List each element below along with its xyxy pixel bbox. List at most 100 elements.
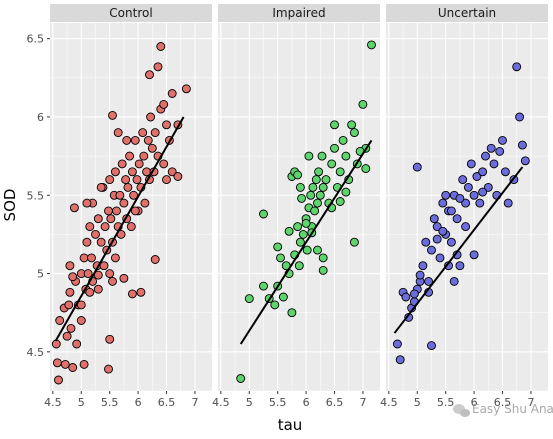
data-point: [153, 62, 163, 72]
data-point: [69, 203, 79, 213]
data-point: [72, 339, 82, 349]
data-point: [93, 214, 103, 224]
data-point: [147, 143, 157, 153]
facet-strip: [50, 4, 212, 22]
data-point: [259, 209, 268, 219]
x-axes: 4.5 5 5.5 6 6.5 7 4.5 5 5.5 6 6.5 7 4.5 5 5.5 6 6.5 7: [44, 391, 534, 409]
data-point: [123, 182, 133, 192]
data-point: [297, 193, 307, 203]
data-point: [466, 159, 476, 169]
data-point: [284, 226, 294, 236]
facet-panels: Control Impaired Uncertain: [50, 4, 548, 392]
facet-strip-label: Control: [109, 6, 152, 20]
data-point: [486, 143, 496, 153]
data-point: [113, 128, 123, 138]
data-point: [119, 273, 129, 283]
data-point: [301, 218, 311, 228]
data-point: [129, 190, 139, 200]
data-point: [424, 276, 434, 286]
x-tick-label: 6.5: [158, 396, 176, 409]
data-point: [438, 226, 448, 236]
data-point: [79, 359, 89, 369]
data-point: [392, 339, 402, 349]
data-point: [361, 164, 371, 174]
data-point: [68, 363, 78, 372]
x-tick-label: 4.5: [212, 396, 230, 409]
data-point: [438, 198, 448, 208]
fit-line: [393, 166, 524, 334]
data-point: [244, 294, 254, 304]
data-point: [138, 128, 148, 138]
data-point: [130, 135, 140, 145]
data-point: [446, 206, 456, 216]
data-point: [150, 255, 160, 264]
data-point: [432, 222, 442, 232]
data-point: [167, 89, 177, 98]
data-point: [455, 193, 465, 203]
data-point: [432, 234, 442, 244]
x-axis-impaired: 4.5 5 5.5 6 6.5 7: [212, 391, 366, 409]
data-point: [295, 182, 305, 192]
data-point: [105, 175, 115, 185]
data-point: [478, 187, 488, 197]
data-point: [167, 167, 177, 177]
data-point: [421, 237, 431, 247]
x-axis-title: tau: [278, 416, 303, 434]
data-point: [159, 159, 169, 169]
x-tick-label: 4.5: [44, 396, 62, 409]
data-point: [93, 284, 103, 294]
data-point: [105, 334, 115, 344]
facet-panel-impaired: Impaired: [218, 4, 380, 392]
data-point: [427, 245, 436, 255]
data-point: [469, 190, 479, 200]
data-point: [349, 237, 359, 247]
data-point: [96, 237, 106, 247]
data-point: [140, 198, 150, 208]
data-point: [500, 167, 510, 177]
facet-strip-label: Impaired: [272, 6, 325, 20]
y-axis: 4.5 5 5.5 6 6.5: [27, 33, 50, 359]
data-point: [270, 300, 280, 310]
data-point: [341, 187, 351, 197]
y-axis-title: SOD: [1, 189, 19, 222]
data-point: [367, 40, 376, 50]
data-point: [449, 276, 459, 286]
data-point: [313, 198, 322, 208]
data-point: [515, 112, 525, 122]
x-axis-control: 4.5 5 5.5 6 6.5 7: [44, 391, 198, 409]
y-tick-label: 5: [37, 268, 44, 281]
data-point: [446, 237, 456, 247]
data-point: [82, 198, 92, 208]
facet-strip: [386, 4, 548, 22]
data-point: [478, 167, 488, 177]
data-point: [259, 281, 268, 291]
x-tick-label: 5: [78, 396, 85, 409]
data-point: [461, 198, 471, 208]
data-point: [409, 289, 419, 299]
watermark: Easy Shu Analysis: [453, 402, 553, 417]
y-tick-label: 4.5: [27, 346, 45, 359]
data-point: [401, 292, 411, 302]
data-point: [335, 197, 345, 206]
x-tick-label: 5.5: [269, 396, 287, 409]
data-point: [469, 250, 479, 260]
data-point: [66, 323, 76, 333]
data-point: [68, 272, 78, 282]
data-point: [112, 206, 121, 216]
data-point: [132, 175, 142, 185]
data-point: [127, 289, 137, 299]
data-point: [318, 253, 328, 263]
facet-panel-control: Control: [50, 4, 212, 392]
data-point: [236, 374, 246, 383]
data-point: [143, 135, 153, 145]
data-point: [134, 159, 144, 169]
data-point: [293, 170, 303, 180]
data-point: [276, 253, 285, 263]
data-point: [108, 110, 117, 120]
data-point: [461, 222, 471, 232]
data-point: [100, 222, 110, 232]
data-point: [463, 182, 473, 192]
data-point: [104, 364, 113, 374]
data-point: [349, 128, 359, 138]
